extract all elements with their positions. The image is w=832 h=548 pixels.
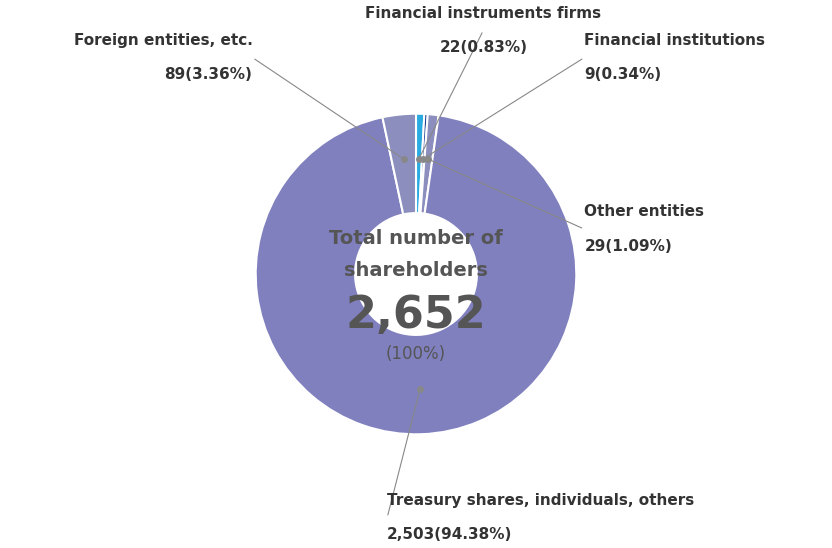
Text: Other entities: Other entities (584, 204, 705, 220)
Text: (100%): (100%) (386, 345, 446, 363)
Text: 2,503(94.38%): 2,503(94.38%) (387, 527, 513, 543)
Text: 89(3.36%): 89(3.36%) (165, 67, 252, 82)
Wedge shape (255, 115, 577, 435)
Wedge shape (420, 114, 438, 214)
Text: 22(0.83%): 22(0.83%) (439, 40, 527, 55)
Text: shareholders: shareholders (344, 261, 488, 280)
Text: Financial instruments firms: Financial instruments firms (365, 5, 602, 21)
Text: 2,652: 2,652 (345, 294, 487, 337)
Wedge shape (419, 114, 428, 213)
Text: 29(1.09%): 29(1.09%) (584, 239, 672, 254)
Text: Foreign entities, etc.: Foreign entities, etc. (73, 33, 252, 48)
Wedge shape (416, 113, 424, 213)
Text: Treasury shares, individuals, others: Treasury shares, individuals, others (387, 493, 695, 508)
Wedge shape (383, 113, 416, 214)
Text: Financial institutions: Financial institutions (584, 33, 765, 48)
Text: Total number of: Total number of (329, 229, 503, 248)
Text: 9(0.34%): 9(0.34%) (584, 67, 661, 82)
